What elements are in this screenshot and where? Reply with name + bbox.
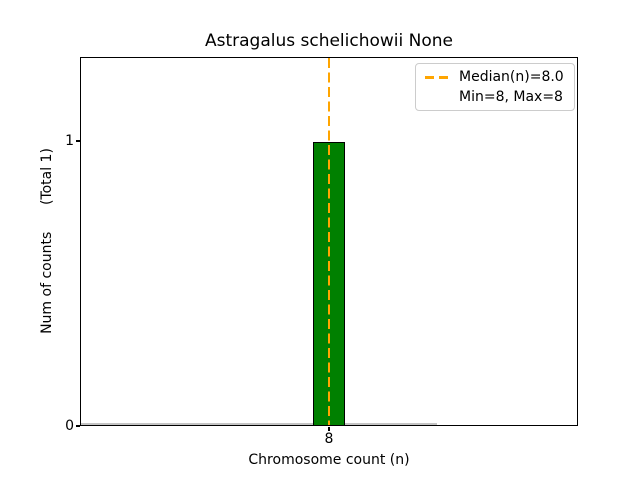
- legend-handle-spacer: [425, 96, 452, 99]
- y-tick-mark-1: [76, 140, 80, 142]
- median-dash-icon: [425, 75, 452, 79]
- y-tick-label-1: 1: [65, 133, 74, 149]
- y-tick-label-0: 0: [65, 418, 74, 434]
- legend: Median(n)=8.0 Min=8, Max=8: [415, 63, 575, 111]
- zero-count-baseline: [81, 423, 437, 425]
- y-tick-mark-0: [76, 425, 80, 427]
- x-axis-label: Chromosome count (n): [248, 452, 410, 468]
- plot-area: [80, 57, 578, 426]
- legend-entry-minmax: Min=8, Max=8: [425, 87, 566, 107]
- legend-minmax-label: Min=8, Max=8: [459, 89, 563, 105]
- legend-entry-median: Median(n)=8.0: [425, 67, 566, 87]
- chart-title: Astragalus schelichowii None: [204, 31, 454, 51]
- median-dashed-line: [328, 58, 330, 425]
- x-tick-label-8: 8: [324, 431, 334, 447]
- y-axis-label: Num of counts (Total 1): [39, 148, 55, 334]
- legend-median-label: Median(n)=8.0: [459, 69, 564, 85]
- x-tick-mark-8: [328, 427, 330, 431]
